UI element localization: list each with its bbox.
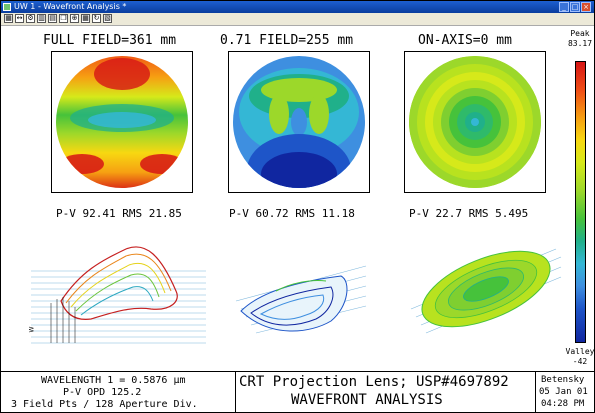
export-icon[interactable]: ▧ bbox=[103, 14, 112, 23]
title-bar[interactable]: UW 1 - Wavefront Analysis * _ □ × bbox=[1, 1, 594, 13]
print-icon[interactable]: ▤ bbox=[48, 14, 57, 23]
layout-icon[interactable]: ▥ bbox=[37, 14, 46, 23]
footer-center: CRT Projection Lens; USP#4697892 WAVEFRO… bbox=[235, 372, 536, 413]
footer-right: Betensky 05 Jan 01 04:28 PM bbox=[535, 372, 593, 413]
field-3-surface-plot bbox=[410, 248, 562, 334]
scale-valley-value: -42 bbox=[572, 357, 588, 366]
scale-peak-label: Peak bbox=[570, 29, 590, 38]
field-3-wavefront-map bbox=[404, 51, 546, 193]
grid-icon[interactable]: ▦ bbox=[4, 14, 13, 23]
color-scale-bar bbox=[575, 61, 586, 343]
copy-icon[interactable]: ❐ bbox=[59, 14, 68, 23]
field-2-surface-plot bbox=[235, 265, 367, 334]
refresh-icon[interactable]: ↻ bbox=[92, 14, 101, 23]
field-2-header: 0.71 FIELD=255 mm bbox=[220, 33, 354, 48]
opd-text: P-V OPD 125.2 bbox=[63, 387, 142, 398]
field-2-stats: P-V 60.72 RMS 11.18 bbox=[229, 207, 355, 220]
minimize-button[interactable]: _ bbox=[559, 2, 569, 12]
analysis-title: WAVEFRONT ANALYSIS bbox=[291, 392, 443, 408]
footer: WAVELENGTH 1 = 0.5876 μm P-V OPD 125.2 3… bbox=[1, 371, 594, 413]
app-icon bbox=[3, 3, 11, 11]
field-1-stats: P-V 92.41 RMS 21.85 bbox=[56, 207, 182, 220]
footer-left: WAVELENGTH 1 = 0.5876 μm P-V OPD 125.2 3… bbox=[1, 372, 236, 413]
field-3-stats: P-V 22.7 RMS 5.495 bbox=[409, 207, 529, 220]
axis-tag: W bbox=[28, 326, 36, 333]
tiles-icon[interactable]: ▦ bbox=[81, 14, 90, 23]
scale-valley-label: Valley bbox=[565, 347, 595, 356]
lens-title: CRT Projection Lens; USP#4697892 bbox=[239, 374, 509, 390]
window-title: UW 1 - Wavefront Analysis * bbox=[14, 2, 127, 11]
toolbar: ▦ ↔ ⚙ ▥ ▤ ❐ ⊕ ▦ ↻ ▧ bbox=[1, 13, 594, 26]
field-1-surface-plot bbox=[31, 246, 206, 344]
zoom-icon[interactable]: ⊕ bbox=[70, 14, 79, 23]
field-points-text: 3 Field Pts / 128 Aperture Div. bbox=[11, 399, 198, 410]
time-text: 04:28 PM bbox=[541, 399, 585, 409]
scale-peak-value: 83.17 bbox=[567, 39, 593, 48]
author-text: Betensky bbox=[541, 375, 585, 385]
field-1-header: FULL FIELD=361 mm bbox=[43, 33, 177, 48]
field-2-wavefront-map bbox=[228, 51, 370, 193]
settings-icon[interactable]: ⚙ bbox=[26, 14, 35, 23]
field-1-wavefront-map bbox=[51, 51, 193, 193]
maximize-button[interactable]: □ bbox=[570, 2, 580, 12]
close-button[interactable]: × bbox=[581, 2, 591, 12]
wavelength-text: WAVELENGTH 1 = 0.5876 μm bbox=[41, 375, 186, 386]
field-3-header: ON-AXIS=0 mm bbox=[418, 33, 512, 48]
date-text: 05 Jan 01 bbox=[539, 387, 588, 397]
arrows-icon[interactable]: ↔ bbox=[15, 14, 24, 23]
